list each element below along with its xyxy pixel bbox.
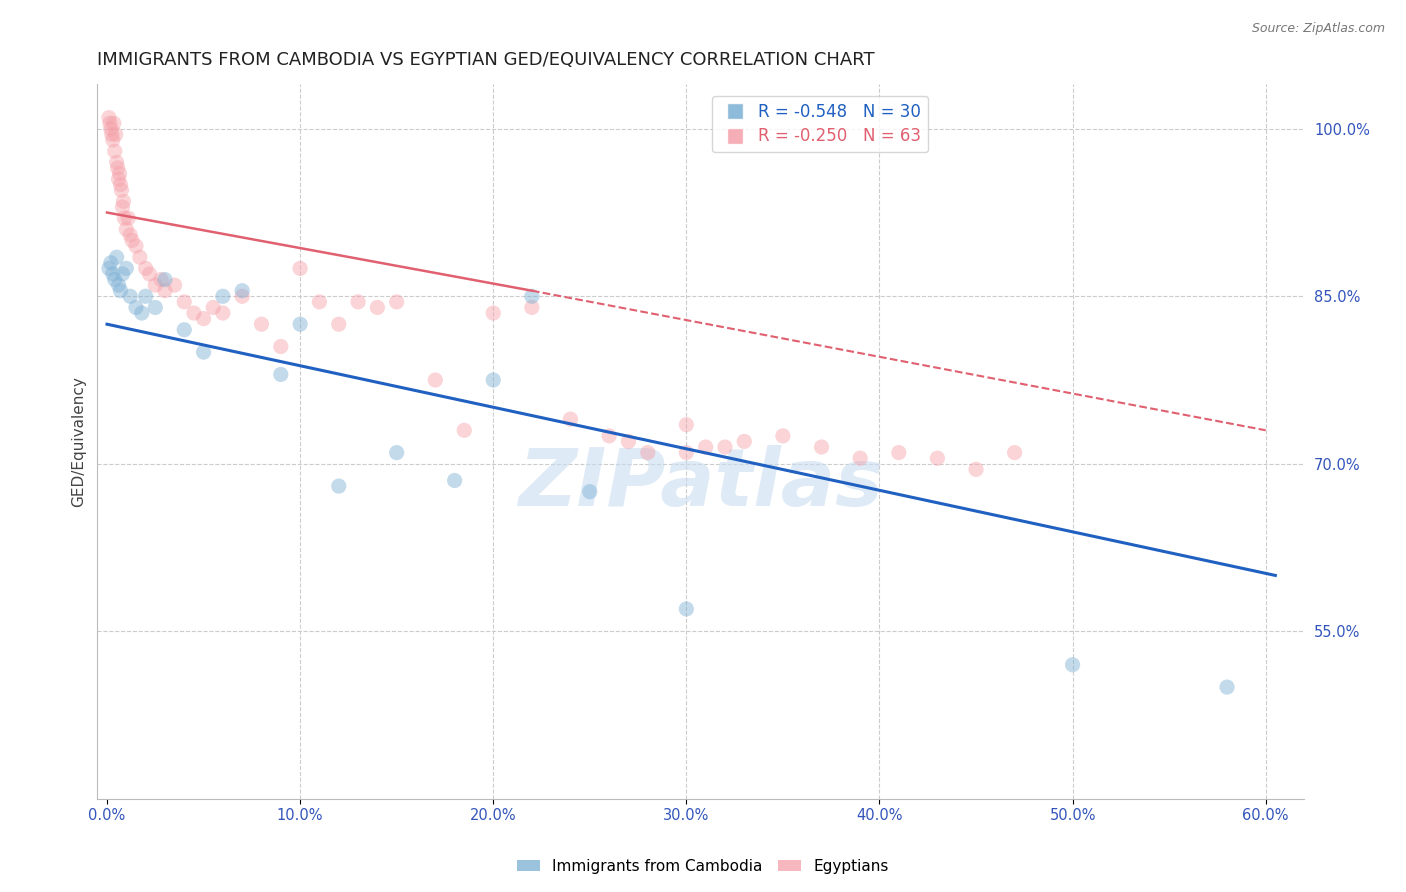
Point bbox=[366, 301, 388, 315]
Point bbox=[193, 345, 215, 359]
Point bbox=[270, 368, 292, 382]
Point bbox=[104, 128, 127, 142]
Point bbox=[617, 434, 640, 449]
Text: ZIPatlas: ZIPatlas bbox=[519, 445, 883, 524]
Point bbox=[125, 301, 148, 315]
Point bbox=[453, 423, 475, 437]
Point bbox=[1062, 657, 1084, 672]
Point bbox=[695, 440, 717, 454]
Point bbox=[308, 294, 330, 309]
Point bbox=[328, 479, 350, 493]
Point bbox=[193, 311, 215, 326]
Point bbox=[425, 373, 447, 387]
Point bbox=[385, 445, 408, 459]
Point bbox=[212, 289, 235, 303]
Text: IMMIGRANTS FROM CAMBODIA VS EGYPTIAN GED/EQUIVALENCY CORRELATION CHART: IMMIGRANTS FROM CAMBODIA VS EGYPTIAN GED… bbox=[97, 51, 875, 69]
Point bbox=[143, 301, 166, 315]
Point bbox=[328, 317, 350, 331]
Point bbox=[288, 261, 311, 276]
Point bbox=[112, 211, 135, 226]
Point bbox=[598, 429, 620, 443]
Point bbox=[115, 222, 138, 236]
Point bbox=[443, 474, 465, 488]
Point bbox=[173, 323, 195, 337]
Point bbox=[101, 133, 124, 147]
Point bbox=[135, 289, 157, 303]
Point bbox=[101, 128, 124, 142]
Point bbox=[578, 484, 600, 499]
Point bbox=[675, 602, 697, 616]
Point bbox=[560, 412, 582, 426]
Point bbox=[100, 256, 122, 270]
Point bbox=[110, 284, 132, 298]
Point bbox=[101, 267, 124, 281]
Point bbox=[112, 194, 135, 209]
Point bbox=[111, 267, 134, 281]
Point bbox=[810, 440, 832, 454]
Point bbox=[105, 250, 128, 264]
Point bbox=[887, 445, 910, 459]
Point bbox=[111, 200, 134, 214]
Point bbox=[482, 306, 505, 320]
Point bbox=[482, 373, 505, 387]
Point bbox=[163, 278, 186, 293]
Point bbox=[231, 284, 253, 298]
Point bbox=[288, 317, 311, 331]
Point bbox=[347, 294, 370, 309]
Point bbox=[212, 306, 235, 320]
Y-axis label: GED/Equivalency: GED/Equivalency bbox=[72, 376, 86, 507]
Point bbox=[104, 144, 127, 158]
Point bbox=[110, 183, 132, 197]
Point bbox=[965, 462, 987, 476]
Point bbox=[385, 294, 408, 309]
Point bbox=[1004, 445, 1026, 459]
Point bbox=[98, 116, 121, 130]
Point bbox=[135, 261, 157, 276]
Point bbox=[183, 306, 205, 320]
Point bbox=[97, 111, 120, 125]
Point bbox=[270, 339, 292, 353]
Point bbox=[117, 211, 139, 226]
Point bbox=[714, 440, 737, 454]
Point bbox=[202, 301, 225, 315]
Point bbox=[108, 166, 131, 180]
Point bbox=[120, 289, 142, 303]
Point bbox=[150, 272, 173, 286]
Point bbox=[107, 278, 129, 293]
Point bbox=[1216, 680, 1239, 694]
Point bbox=[103, 116, 125, 130]
Point bbox=[105, 155, 128, 169]
Point bbox=[153, 284, 176, 298]
Point bbox=[927, 451, 949, 466]
Point bbox=[250, 317, 273, 331]
Point bbox=[153, 272, 176, 286]
Point bbox=[128, 250, 150, 264]
Point bbox=[120, 227, 142, 242]
Point bbox=[100, 121, 122, 136]
Point bbox=[733, 434, 755, 449]
Point bbox=[675, 417, 697, 432]
Point bbox=[675, 445, 697, 459]
Point bbox=[231, 289, 253, 303]
Point bbox=[115, 261, 138, 276]
Point bbox=[121, 234, 143, 248]
Point bbox=[110, 178, 132, 192]
Point bbox=[772, 429, 794, 443]
Text: Source: ZipAtlas.com: Source: ZipAtlas.com bbox=[1251, 22, 1385, 36]
Point bbox=[107, 161, 129, 175]
Point bbox=[173, 294, 195, 309]
Point bbox=[520, 301, 543, 315]
Point bbox=[143, 278, 166, 293]
Point bbox=[520, 289, 543, 303]
Point bbox=[131, 306, 153, 320]
Point bbox=[138, 267, 160, 281]
Legend: Immigrants from Cambodia, Egyptians: Immigrants from Cambodia, Egyptians bbox=[512, 853, 894, 880]
Point bbox=[104, 272, 127, 286]
Legend: R = -0.548   N = 30, R = -0.250   N = 63: R = -0.548 N = 30, R = -0.250 N = 63 bbox=[711, 96, 928, 152]
Point bbox=[97, 261, 120, 276]
Point bbox=[637, 445, 659, 459]
Point bbox=[849, 451, 872, 466]
Point bbox=[107, 172, 129, 186]
Point bbox=[125, 239, 148, 253]
